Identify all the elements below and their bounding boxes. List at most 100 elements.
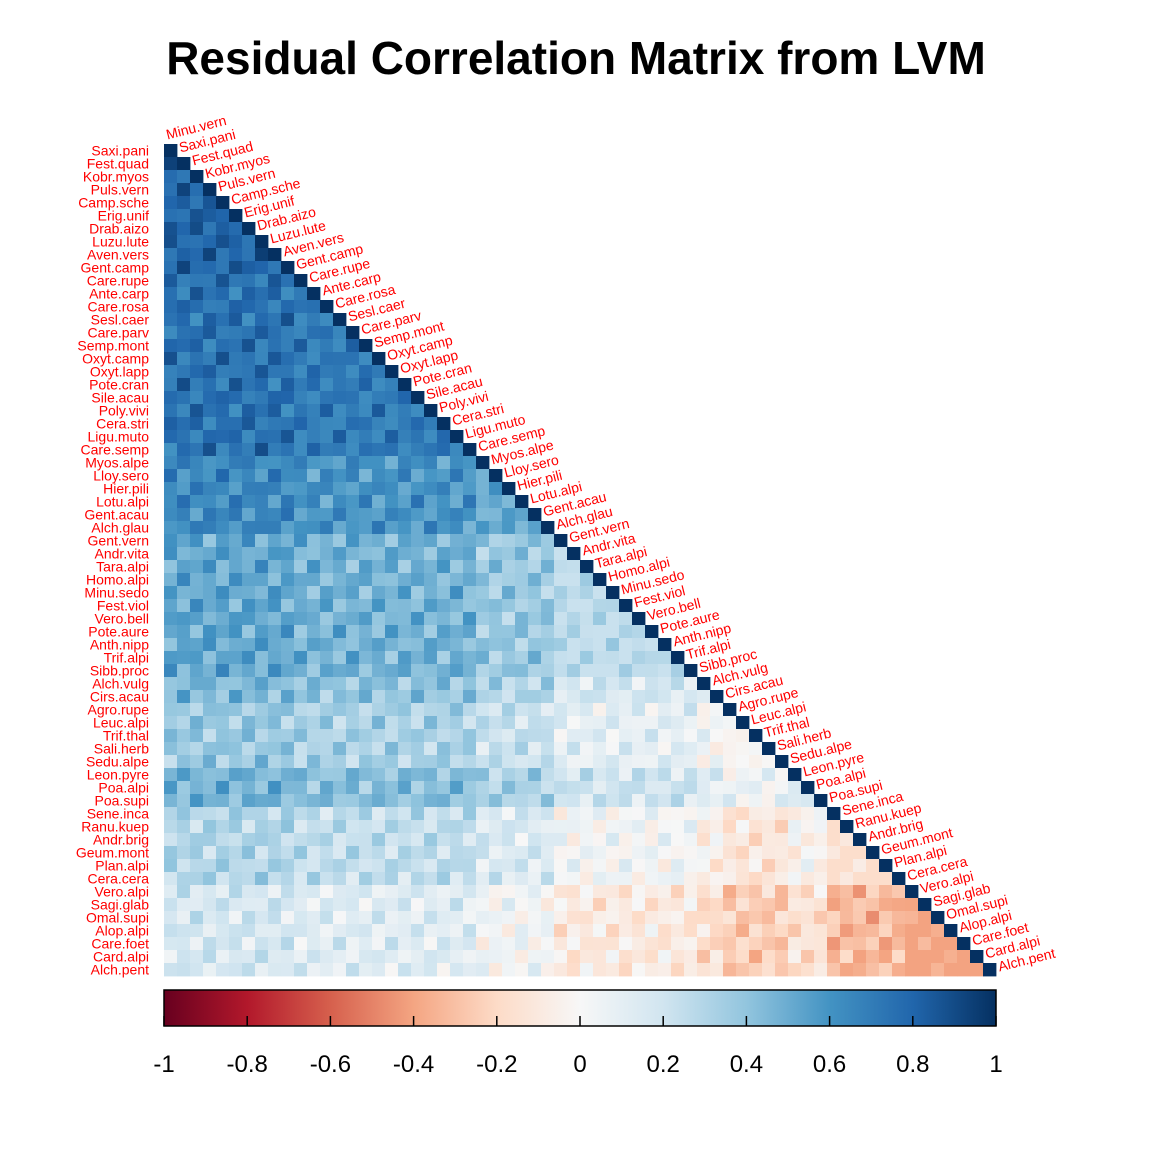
heatmap-cell bbox=[645, 872, 659, 886]
heatmap-cell bbox=[359, 430, 373, 444]
heatmap-cell bbox=[307, 807, 321, 821]
heatmap-cell bbox=[307, 534, 321, 548]
heatmap-cell bbox=[567, 846, 581, 860]
heatmap-cell bbox=[164, 677, 178, 691]
heatmap-cell bbox=[476, 612, 490, 626]
heatmap-cell bbox=[164, 833, 178, 847]
heatmap-cell bbox=[619, 872, 633, 886]
heatmap-cell bbox=[489, 755, 503, 769]
heatmap-cell bbox=[580, 573, 594, 587]
heatmap-cell bbox=[164, 781, 178, 795]
heatmap-cell bbox=[697, 781, 711, 795]
heatmap-cell bbox=[970, 963, 984, 977]
heatmap-cell bbox=[203, 807, 217, 821]
heatmap-cell bbox=[658, 664, 672, 678]
heatmap-cell bbox=[398, 729, 412, 743]
heatmap-cell bbox=[619, 664, 633, 678]
heatmap-cell bbox=[398, 443, 412, 457]
heatmap-cell bbox=[385, 963, 399, 977]
heatmap-cell bbox=[164, 664, 178, 678]
heatmap-cell bbox=[177, 339, 191, 353]
heatmap-cell bbox=[164, 859, 178, 873]
heatmap-cell bbox=[723, 846, 737, 860]
heatmap-cell bbox=[775, 885, 789, 899]
heatmap-cell bbox=[281, 534, 295, 548]
heatmap-cell bbox=[164, 430, 178, 444]
heatmap-cell bbox=[242, 534, 256, 548]
heatmap-cell bbox=[398, 742, 412, 756]
heatmap-cell bbox=[645, 755, 659, 769]
heatmap-cell bbox=[424, 430, 438, 444]
heatmap-cell bbox=[463, 768, 477, 782]
heatmap-cell bbox=[853, 911, 867, 925]
heatmap-cell bbox=[333, 755, 347, 769]
heatmap-cell bbox=[268, 534, 282, 548]
heatmap-cell bbox=[190, 391, 204, 405]
heatmap-cell bbox=[736, 729, 750, 743]
heatmap-cell bbox=[684, 716, 698, 730]
heatmap-cell bbox=[255, 313, 269, 327]
heatmap-cell bbox=[645, 768, 659, 782]
heatmap-cell bbox=[398, 586, 412, 600]
heatmap-cell bbox=[476, 677, 490, 691]
heatmap-cell bbox=[918, 924, 932, 938]
heatmap-cell bbox=[320, 495, 334, 509]
colorbar-tick-label: -0.2 bbox=[476, 1051, 517, 1078]
heatmap-cell bbox=[203, 651, 217, 665]
heatmap-cell bbox=[255, 833, 269, 847]
heatmap-cell bbox=[866, 950, 880, 964]
heatmap-cell bbox=[164, 950, 178, 964]
heatmap-cell bbox=[801, 950, 815, 964]
heatmap-cell bbox=[749, 833, 763, 847]
heatmap-cell bbox=[229, 924, 243, 938]
heatmap-cell bbox=[632, 937, 646, 951]
heatmap-cell bbox=[827, 963, 841, 977]
heatmap-cell bbox=[346, 755, 360, 769]
heatmap-cell bbox=[892, 898, 906, 912]
heatmap-cell bbox=[658, 768, 672, 782]
heatmap-cell bbox=[658, 963, 672, 977]
heatmap-cell bbox=[216, 729, 230, 743]
heatmap-cell bbox=[242, 313, 256, 327]
heatmap-cell bbox=[541, 690, 555, 704]
heatmap-cell bbox=[164, 534, 178, 548]
heatmap-cell bbox=[229, 482, 243, 496]
heatmap-cell bbox=[177, 651, 191, 665]
heatmap-cell bbox=[164, 703, 178, 717]
heatmap-cell bbox=[359, 547, 373, 561]
heatmap-cell bbox=[229, 287, 243, 301]
heatmap-cell bbox=[164, 482, 178, 496]
heatmap-cell bbox=[541, 573, 555, 587]
heatmap-cell bbox=[307, 833, 321, 847]
heatmap-cell bbox=[697, 690, 711, 704]
heatmap-cell bbox=[580, 755, 594, 769]
heatmap-cell bbox=[307, 287, 321, 301]
heatmap-cell bbox=[255, 391, 269, 405]
heatmap-cell bbox=[216, 703, 230, 717]
heatmap-cell bbox=[177, 729, 191, 743]
row-label: Ligu.muto bbox=[88, 429, 150, 445]
heatmap-cell bbox=[515, 612, 529, 626]
heatmap-cell bbox=[203, 521, 217, 535]
heatmap-cell bbox=[697, 859, 711, 873]
heatmap-cell bbox=[190, 235, 204, 249]
heatmap-cell bbox=[528, 677, 542, 691]
heatmap-cell bbox=[463, 664, 477, 678]
heatmap-cell bbox=[203, 547, 217, 561]
heatmap-cell bbox=[788, 924, 802, 938]
heatmap-cell bbox=[684, 937, 698, 951]
heatmap-cell bbox=[671, 820, 685, 834]
heatmap-cell bbox=[866, 911, 880, 925]
heatmap-cell bbox=[333, 404, 347, 418]
heatmap-cell bbox=[606, 599, 620, 613]
heatmap-cell bbox=[840, 859, 854, 873]
heatmap-cell bbox=[333, 768, 347, 782]
heatmap-cell bbox=[476, 794, 490, 808]
heatmap-cell bbox=[489, 833, 503, 847]
heatmap-cell bbox=[229, 716, 243, 730]
row-label: Trif.thal bbox=[103, 728, 149, 744]
heatmap-cell bbox=[476, 950, 490, 964]
heatmap-cell bbox=[294, 456, 308, 470]
heatmap-cell bbox=[424, 443, 438, 457]
row-label: Hier.pili bbox=[103, 481, 149, 497]
